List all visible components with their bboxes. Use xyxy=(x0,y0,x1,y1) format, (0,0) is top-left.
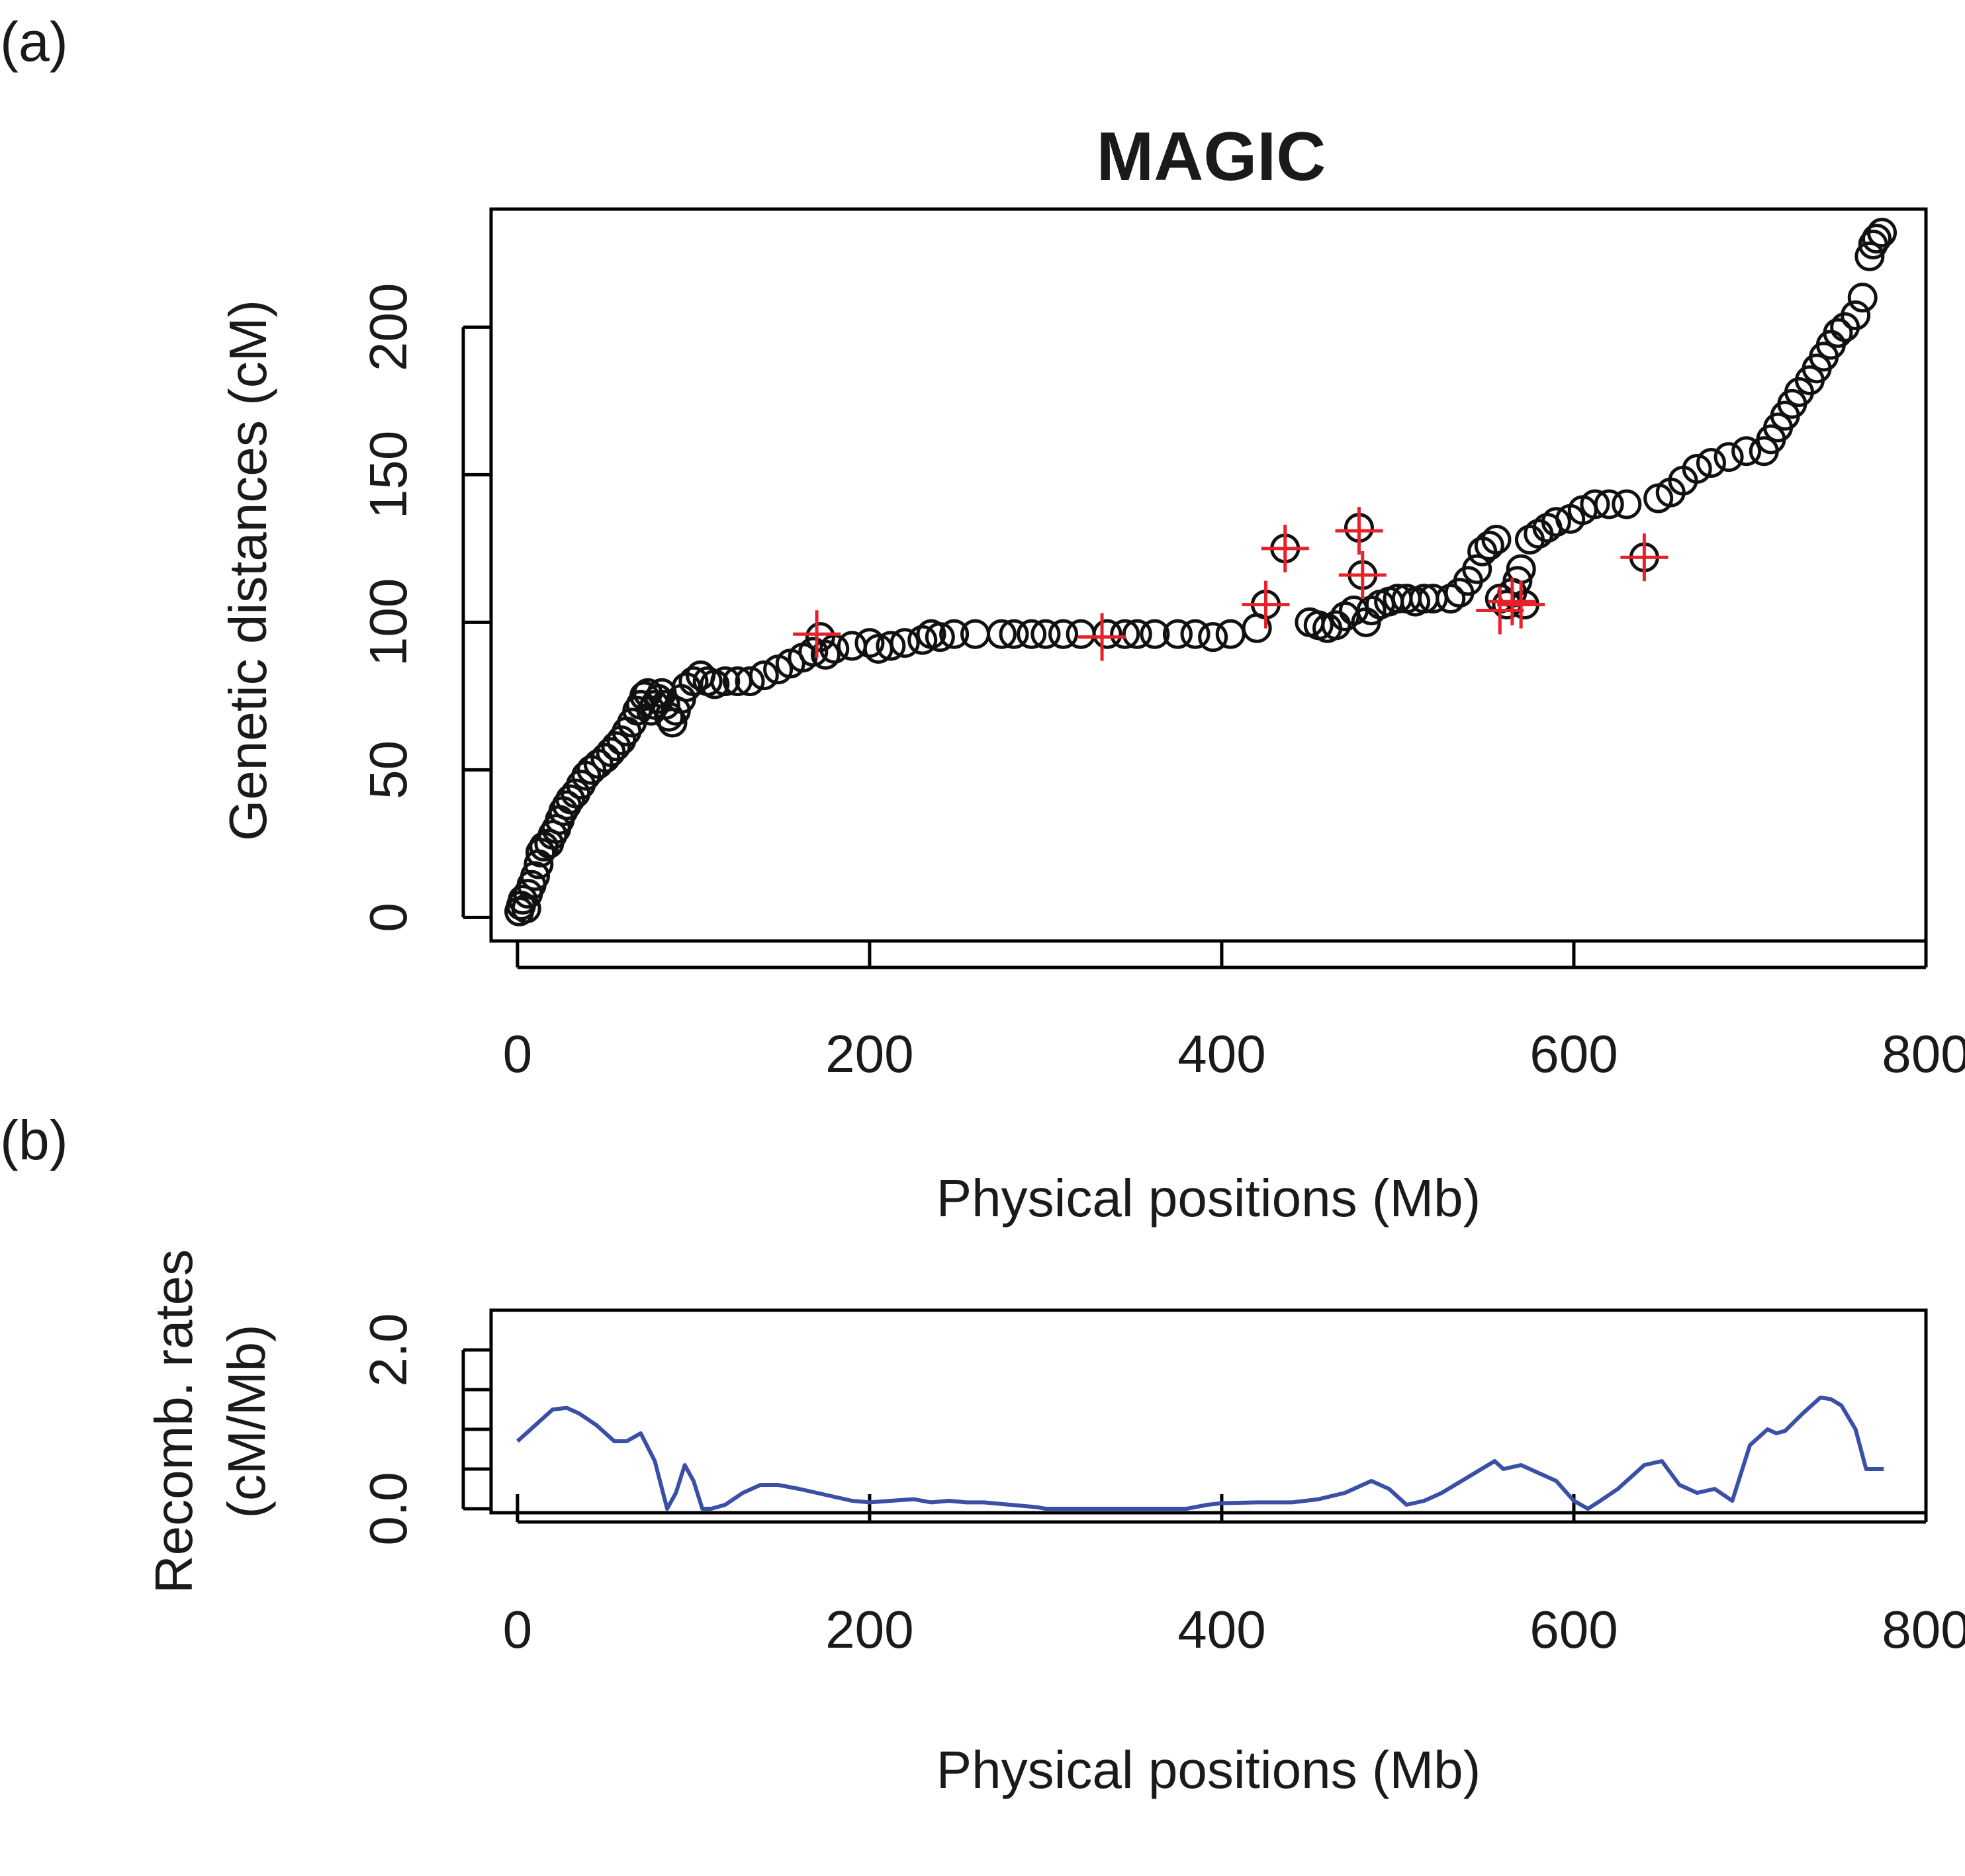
data-point-plus xyxy=(1620,533,1668,582)
x-tick-label: 800 xyxy=(1882,1024,1965,1083)
y-tick-label: 150 xyxy=(359,431,418,519)
data-point-circle xyxy=(1122,619,1152,649)
data-point-circle xyxy=(1356,596,1387,626)
chart-a-x-title: Physical positions (Mb) xyxy=(937,1169,1481,1228)
data-point-circle xyxy=(1140,619,1170,649)
x-tick-label: 0 xyxy=(503,1024,533,1083)
data-point-plus xyxy=(1338,551,1387,599)
data-point-circle xyxy=(1696,448,1726,478)
y-tick-label: 2.0 xyxy=(359,1313,418,1386)
data-point-plus xyxy=(1488,578,1536,626)
data-point-circle xyxy=(1198,622,1228,652)
panel-b-label: (b) xyxy=(0,1109,68,1171)
x-tick-label: 800 xyxy=(1882,1600,1965,1659)
data-point-plus xyxy=(1476,586,1524,635)
data-point-circle xyxy=(601,731,631,762)
x-tick-label: 200 xyxy=(825,1600,913,1659)
data-point-plus xyxy=(1078,613,1126,661)
data-point-circle xyxy=(735,666,765,697)
data-point-circle xyxy=(1866,218,1897,248)
data-point-circle xyxy=(1594,489,1624,519)
data-point-circle xyxy=(939,619,970,649)
data-point-circle xyxy=(555,784,586,815)
data-point-circle xyxy=(890,628,920,658)
data-point-circle xyxy=(1474,530,1504,560)
data-point-circle xyxy=(749,660,779,691)
chart-a-points xyxy=(504,218,1897,926)
y-tick-label: 0.0 xyxy=(359,1472,418,1545)
x-tick-label: 400 xyxy=(1177,1600,1265,1659)
y-tick-label: 200 xyxy=(359,283,418,371)
data-point-circle xyxy=(907,625,938,655)
data-point-circle xyxy=(1847,283,1878,313)
x-tick-label: 0 xyxy=(503,1600,533,1659)
chart-b-y-title-line-2: (cM/Mb) xyxy=(217,1324,276,1518)
x-tick-label: 600 xyxy=(1530,1024,1618,1083)
chart-b-x-axis: 0 200 400 600 800 xyxy=(503,1494,1965,1659)
chart-b-y-axis: 0.0 2.0 xyxy=(359,1313,491,1546)
data-point-plus xyxy=(1497,580,1545,629)
panel-a-label: (a) xyxy=(0,11,68,73)
y-tick-label: 0 xyxy=(359,903,418,932)
data-point-circle xyxy=(798,637,829,667)
data-point-circle xyxy=(1731,436,1762,467)
chart-b: 0 200 400 600 800 0.0 2.0 Physical positions … xyxy=(144,1249,1965,1799)
data-point-circle xyxy=(1180,619,1211,649)
data-point-circle xyxy=(1823,318,1853,348)
x-tick-label: 200 xyxy=(825,1024,913,1083)
chart-b-plot-frame xyxy=(489,1308,1928,1515)
data-point-circle xyxy=(1612,489,1642,519)
data-point-circle xyxy=(1030,619,1061,649)
chart-a-plot-frame xyxy=(489,207,1928,943)
data-point-circle xyxy=(810,639,841,670)
data-point-circle xyxy=(1481,524,1512,555)
chart-a-y-title: Genetic distances (cM) xyxy=(218,300,277,841)
y-tick-label: 100 xyxy=(359,578,418,666)
data-point-circle xyxy=(1854,241,1885,271)
data-point-circle xyxy=(1215,619,1246,649)
data-point-circle xyxy=(1462,554,1492,584)
data-point-circle xyxy=(1714,442,1744,472)
chart-b-x-title: Physical positions (Mb) xyxy=(937,1740,1481,1799)
chart-b-y-title-line-1: Recomb. rates xyxy=(144,1249,203,1593)
data-point-circle xyxy=(999,619,1029,649)
y-tick-label: 50 xyxy=(359,740,418,799)
data-point-circle xyxy=(1092,619,1122,649)
recomb-rate-line xyxy=(516,1396,1884,1511)
data-point-circle xyxy=(1541,507,1571,537)
x-tick-label: 400 xyxy=(1177,1024,1265,1083)
data-point-circle xyxy=(678,666,709,697)
data-point-circle xyxy=(1048,619,1079,649)
data-point-plus xyxy=(793,610,841,658)
data-point-circle xyxy=(1162,619,1193,649)
data-point-circle xyxy=(1436,584,1466,614)
data-point-plus xyxy=(1242,580,1290,629)
data-point-circle xyxy=(1580,489,1610,519)
data-point-circle xyxy=(1841,300,1871,331)
chart-a-y-axis: 0 50 100 150 200 xyxy=(359,283,491,932)
data-point-circle xyxy=(1321,610,1351,641)
chart-a-title: MAGIC xyxy=(1097,118,1326,195)
data-point-circle xyxy=(986,619,1017,649)
data-point-plus xyxy=(1335,507,1383,555)
data-point-circle xyxy=(710,666,741,697)
data-point-circle xyxy=(1017,619,1047,649)
data-point-circle xyxy=(1110,619,1140,649)
chart-a: MAGIC 0 200 400 600 800 0 50 100 150 200 Physica… xyxy=(218,118,1965,1228)
data-point-circle xyxy=(854,628,885,658)
data-point-circle xyxy=(1066,619,1096,649)
data-point-circle xyxy=(1682,453,1712,484)
chart-b-series xyxy=(516,1396,1884,1511)
chart-b-y-title: Recomb. rates (cM/Mb) xyxy=(144,1249,276,1593)
data-point-circle xyxy=(876,631,906,661)
data-point-circle xyxy=(925,622,955,652)
x-tick-label: 600 xyxy=(1530,1600,1618,1659)
data-point-plus xyxy=(1261,524,1309,572)
data-point-circle xyxy=(1862,224,1892,254)
chart-a-x-axis: 0 200 400 600 800 xyxy=(503,940,1965,1083)
